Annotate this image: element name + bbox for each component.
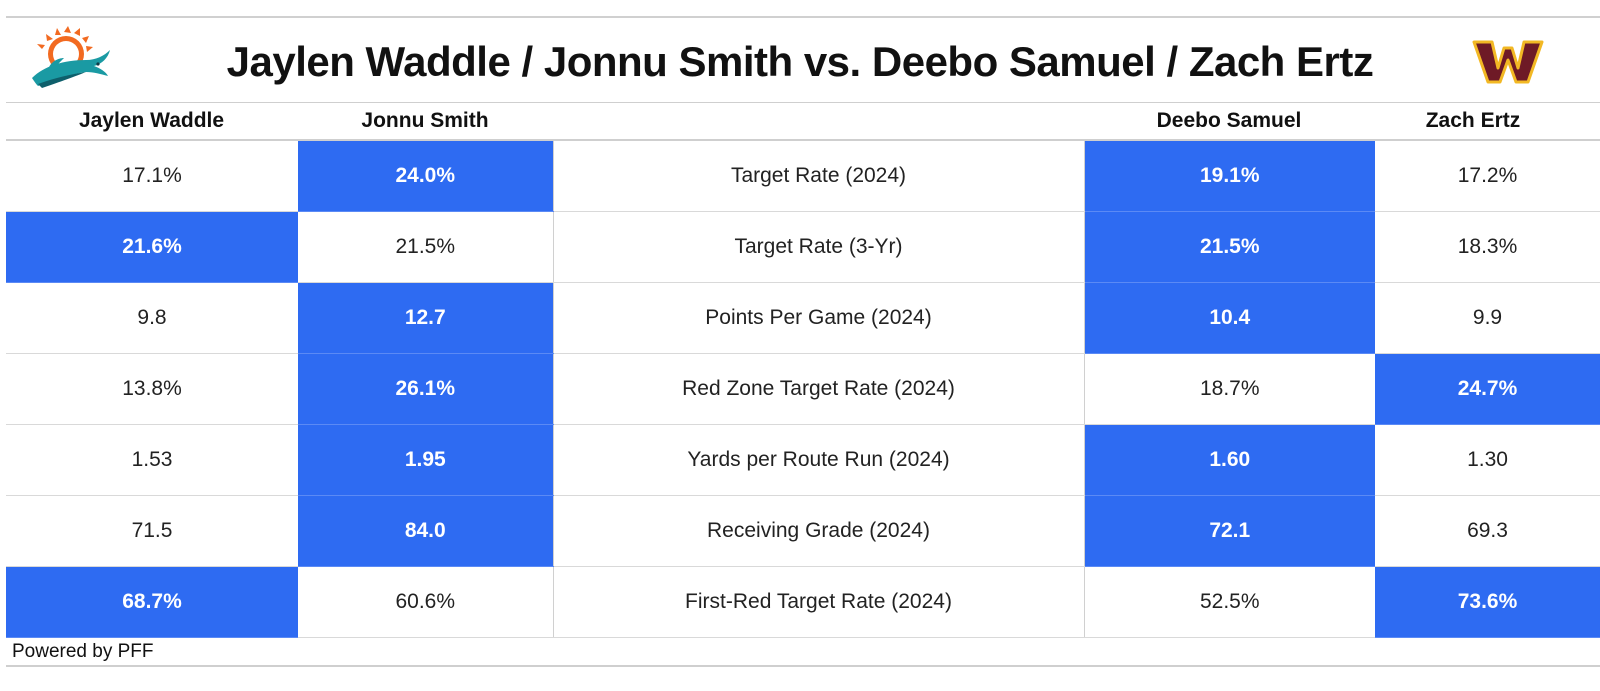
- top-divider: [6, 16, 1600, 18]
- column-header-zach-ertz: Zach Ertz: [1425, 109, 1521, 132]
- stat-cell-jaylen-waddle: 17.1%: [6, 141, 298, 212]
- stat-cell-zach-ertz: 24.7%: [1375, 353, 1600, 425]
- stat-cell-jaylen-waddle: 1.53: [6, 424, 298, 496]
- page-title: Jaylen Waddle / Jonnu Smith vs. Deebo Sa…: [226, 38, 1374, 85]
- dolphins-logo-icon: [24, 26, 116, 92]
- stat-cell-jaylen-waddle: 9.8: [6, 282, 298, 354]
- stat-cell-deebo-samuel: 1.60: [1084, 424, 1375, 496]
- stat-cell-jonnu-smith: 26.1%: [298, 353, 554, 425]
- table-row: 17.1% 24.0% Target Rate (2024) 19.1% 17.2%: [6, 141, 1600, 212]
- stat-cell-jonnu-smith: 12.7: [298, 282, 554, 354]
- stat-cell-jaylen-waddle: 21.6%: [6, 211, 298, 283]
- metric-label-cell: Target Rate (3-Yr): [553, 211, 1085, 283]
- stat-cell-deebo-samuel: 18.7%: [1084, 353, 1375, 425]
- column-header-metric: [553, 103, 1083, 139]
- bottom-divider: [6, 665, 1600, 667]
- stat-cell-deebo-samuel: 72.1: [1084, 495, 1375, 567]
- stat-cell-jonnu-smith: 24.0%: [298, 141, 554, 212]
- metric-label-cell: Receiving Grade (2024): [553, 495, 1085, 567]
- table-row: 1.53 1.95 Yards per Route Run (2024) 1.60 1.…: [6, 424, 1600, 496]
- metric-label-cell: Target Rate (2024): [553, 141, 1085, 212]
- column-header-jaylen-waddle: Jaylen Waddle: [78, 109, 225, 132]
- comparison-table-body: 17.1% 24.0% Target Rate (2024) 19.1% 17.2% 21…: [6, 141, 1600, 638]
- stat-cell-zach-ertz: 18.3%: [1375, 211, 1600, 283]
- header-divider-top: [6, 102, 1600, 103]
- stat-cell-jaylen-waddle: 13.8%: [6, 353, 298, 425]
- stat-cell-zach-ertz: 1.30: [1375, 424, 1600, 496]
- metric-label-cell: Points Per Game (2024): [553, 282, 1085, 354]
- stat-cell-jonnu-smith: 21.5%: [298, 211, 554, 283]
- table-row: 21.6% 21.5% Target Rate (3-Yr) 21.5% 18.3%: [6, 211, 1600, 283]
- stat-cell-jonnu-smith: 1.95: [298, 424, 554, 496]
- metric-label-cell: Red Zone Target Rate (2024): [553, 353, 1085, 425]
- stat-cell-deebo-samuel: 19.1%: [1084, 141, 1375, 212]
- stat-cell-jonnu-smith: 60.6%: [298, 566, 554, 638]
- stat-cell-zach-ertz: 9.9: [1375, 282, 1600, 354]
- comparison-table: 17.1% 24.0% Target Rate (2024) 19.1% 17.2% 21…: [6, 141, 1600, 638]
- column-header-deebo-samuel: Deebo Samuel: [1156, 109, 1302, 132]
- table-row: 9.8 12.7 Points Per Game (2024) 10.4 9.9: [6, 282, 1600, 354]
- stat-cell-deebo-samuel: 21.5%: [1084, 211, 1375, 283]
- stat-cell-jonnu-smith: 84.0: [298, 495, 554, 567]
- table-row: 13.8% 26.1% Red Zone Target Rate (2024) 18.…: [6, 353, 1600, 425]
- stat-cell-jaylen-waddle: 71.5: [6, 495, 298, 567]
- commanders-logo-icon: [1472, 38, 1544, 86]
- stat-cell-zach-ertz: 73.6%: [1375, 566, 1600, 638]
- column-header-jonnu-smith: Jonnu Smith: [361, 109, 489, 132]
- metric-label-cell: First-Red Target Rate (2024): [553, 566, 1085, 638]
- stat-cell-deebo-samuel: 52.5%: [1084, 566, 1375, 638]
- footer-credit: Powered by PFF: [12, 641, 154, 662]
- stat-cell-zach-ertz: 69.3: [1375, 495, 1600, 567]
- metric-label-cell: Yards per Route Run (2024): [553, 424, 1085, 496]
- table-row: 68.7% 60.6% First-Red Target Rate (2024) 52…: [6, 566, 1600, 638]
- stat-cell-jaylen-waddle: 68.7%: [6, 566, 298, 638]
- table-row: 71.5 84.0 Receiving Grade (2024) 72.1 69.3: [6, 495, 1600, 567]
- header-divider-bottom: [6, 139, 1600, 141]
- stat-cell-zach-ertz: 17.2%: [1375, 141, 1600, 212]
- stat-cell-deebo-samuel: 10.4: [1084, 282, 1375, 354]
